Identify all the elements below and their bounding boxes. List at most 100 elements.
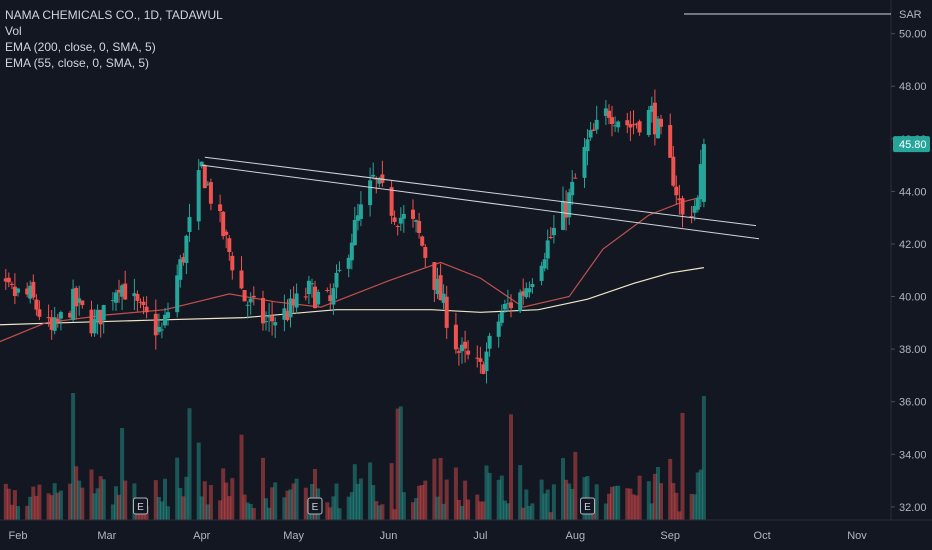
candle: [499, 304, 504, 327]
candle: [202, 164, 207, 189]
volume-bar: [551, 484, 556, 520]
candle: [74, 285, 79, 320]
candle: [591, 123, 596, 132]
candle: [389, 180, 394, 224]
candle: [652, 89, 657, 146]
volume-bar: [12, 490, 17, 520]
ema-55-line: [0, 196, 705, 343]
price-tick-label: 50.00: [899, 29, 927, 41]
volume-bar: [248, 503, 253, 520]
volume-bar: [502, 500, 507, 520]
volume-bar: [166, 506, 170, 520]
candle: [264, 311, 268, 331]
volume-bar: [545, 489, 550, 520]
volume-bar: [567, 483, 572, 520]
volume-bar: [46, 493, 51, 520]
candle: [551, 215, 556, 244]
volume-bar: [288, 489, 293, 520]
volume-bar: [432, 458, 437, 520]
candle: [230, 251, 235, 280]
candle: [273, 317, 278, 339]
earnings-marker[interactable]: E: [133, 497, 148, 515]
legend-volume[interactable]: Vol: [5, 24, 22, 38]
candle: [463, 330, 468, 363]
trendline-2[interactable]: [204, 156, 757, 227]
volume-bar: [16, 506, 20, 520]
volume-bar: [695, 472, 700, 520]
earnings-marker-label: E: [584, 502, 591, 513]
candle: [484, 342, 489, 384]
candle: [49, 310, 54, 340]
volume-bar: [527, 506, 532, 520]
candle: [248, 292, 253, 315]
candle: [288, 289, 293, 328]
volume-bar: [58, 490, 63, 520]
volume-bar: [334, 483, 339, 520]
candle: [227, 235, 232, 261]
volume-bar: [187, 408, 192, 520]
candle: [175, 264, 180, 318]
legend-symbol[interactable]: NAMA CHEMICALS CO., 1D, TADAWUL: [5, 8, 223, 22]
price-tick-label: 34.00: [899, 449, 927, 461]
volume-bar: [401, 492, 406, 520]
volume-bar: [377, 505, 382, 520]
legend-ema-200[interactable]: EMA (200, close, 0, SMA, 5): [5, 40, 156, 54]
volume-bar: [646, 481, 651, 520]
candle: [337, 261, 342, 273]
volume-bar: [659, 483, 663, 520]
price-axis[interactable]: 32.0034.0036.0038.0040.0042.0044.0046.00…: [891, 29, 927, 514]
candle: [438, 263, 443, 301]
volume-bar: [163, 478, 167, 520]
candle: [594, 105, 599, 134]
volume-bar: [478, 501, 483, 520]
volume-bar: [521, 507, 526, 520]
volume-bar: [208, 485, 213, 520]
volume-bar: [31, 486, 36, 520]
candle: [55, 313, 60, 328]
trendlines[interactable]: [201, 156, 760, 240]
ema-200-path: [0, 267, 704, 326]
candle: [475, 345, 480, 368]
candle: [205, 181, 210, 186]
candle: [270, 301, 275, 336]
candle: [573, 173, 578, 179]
volume-bar: [395, 408, 400, 520]
earnings-marker[interactable]: E: [580, 497, 595, 515]
volume-bar: [245, 502, 250, 520]
volume-bar: [337, 508, 342, 520]
candle: [671, 145, 676, 187]
volume-bar: [548, 512, 553, 520]
volume-bar: [159, 501, 164, 520]
candle: [524, 282, 529, 299]
candle: [607, 104, 611, 125]
volume-bar: [273, 482, 278, 520]
candle: [420, 235, 425, 247]
legend-ema-55[interactable]: EMA (55, close, 0, SMA, 5): [5, 56, 150, 70]
volume-bar: [453, 467, 458, 520]
volume-bar: [487, 472, 492, 520]
trendline-1[interactable]: [201, 164, 760, 240]
candle: [701, 138, 706, 208]
volume-bar: [74, 466, 79, 520]
candle: [77, 285, 82, 316]
candle: [218, 194, 223, 223]
volume-bar: [156, 497, 161, 520]
candle: [294, 283, 299, 314]
volume-bar: [349, 492, 354, 520]
candle: [310, 278, 314, 298]
volume-bar: [628, 488, 633, 520]
volume-bar: [637, 475, 642, 520]
volume-bar: [101, 479, 106, 520]
volume-bar: [616, 485, 621, 520]
candle: [68, 310, 73, 319]
candle: [120, 283, 125, 311]
earnings-marker[interactable]: E: [307, 497, 323, 515]
candle: [261, 290, 265, 331]
volume-bar: [444, 479, 449, 520]
time-axis[interactable]: Feb Mar Apr May Jun Jul Aug Sep Oct Nov: [9, 530, 868, 542]
volume-bar: [652, 473, 657, 520]
volume-bar: [692, 494, 697, 520]
candle: [46, 304, 51, 327]
